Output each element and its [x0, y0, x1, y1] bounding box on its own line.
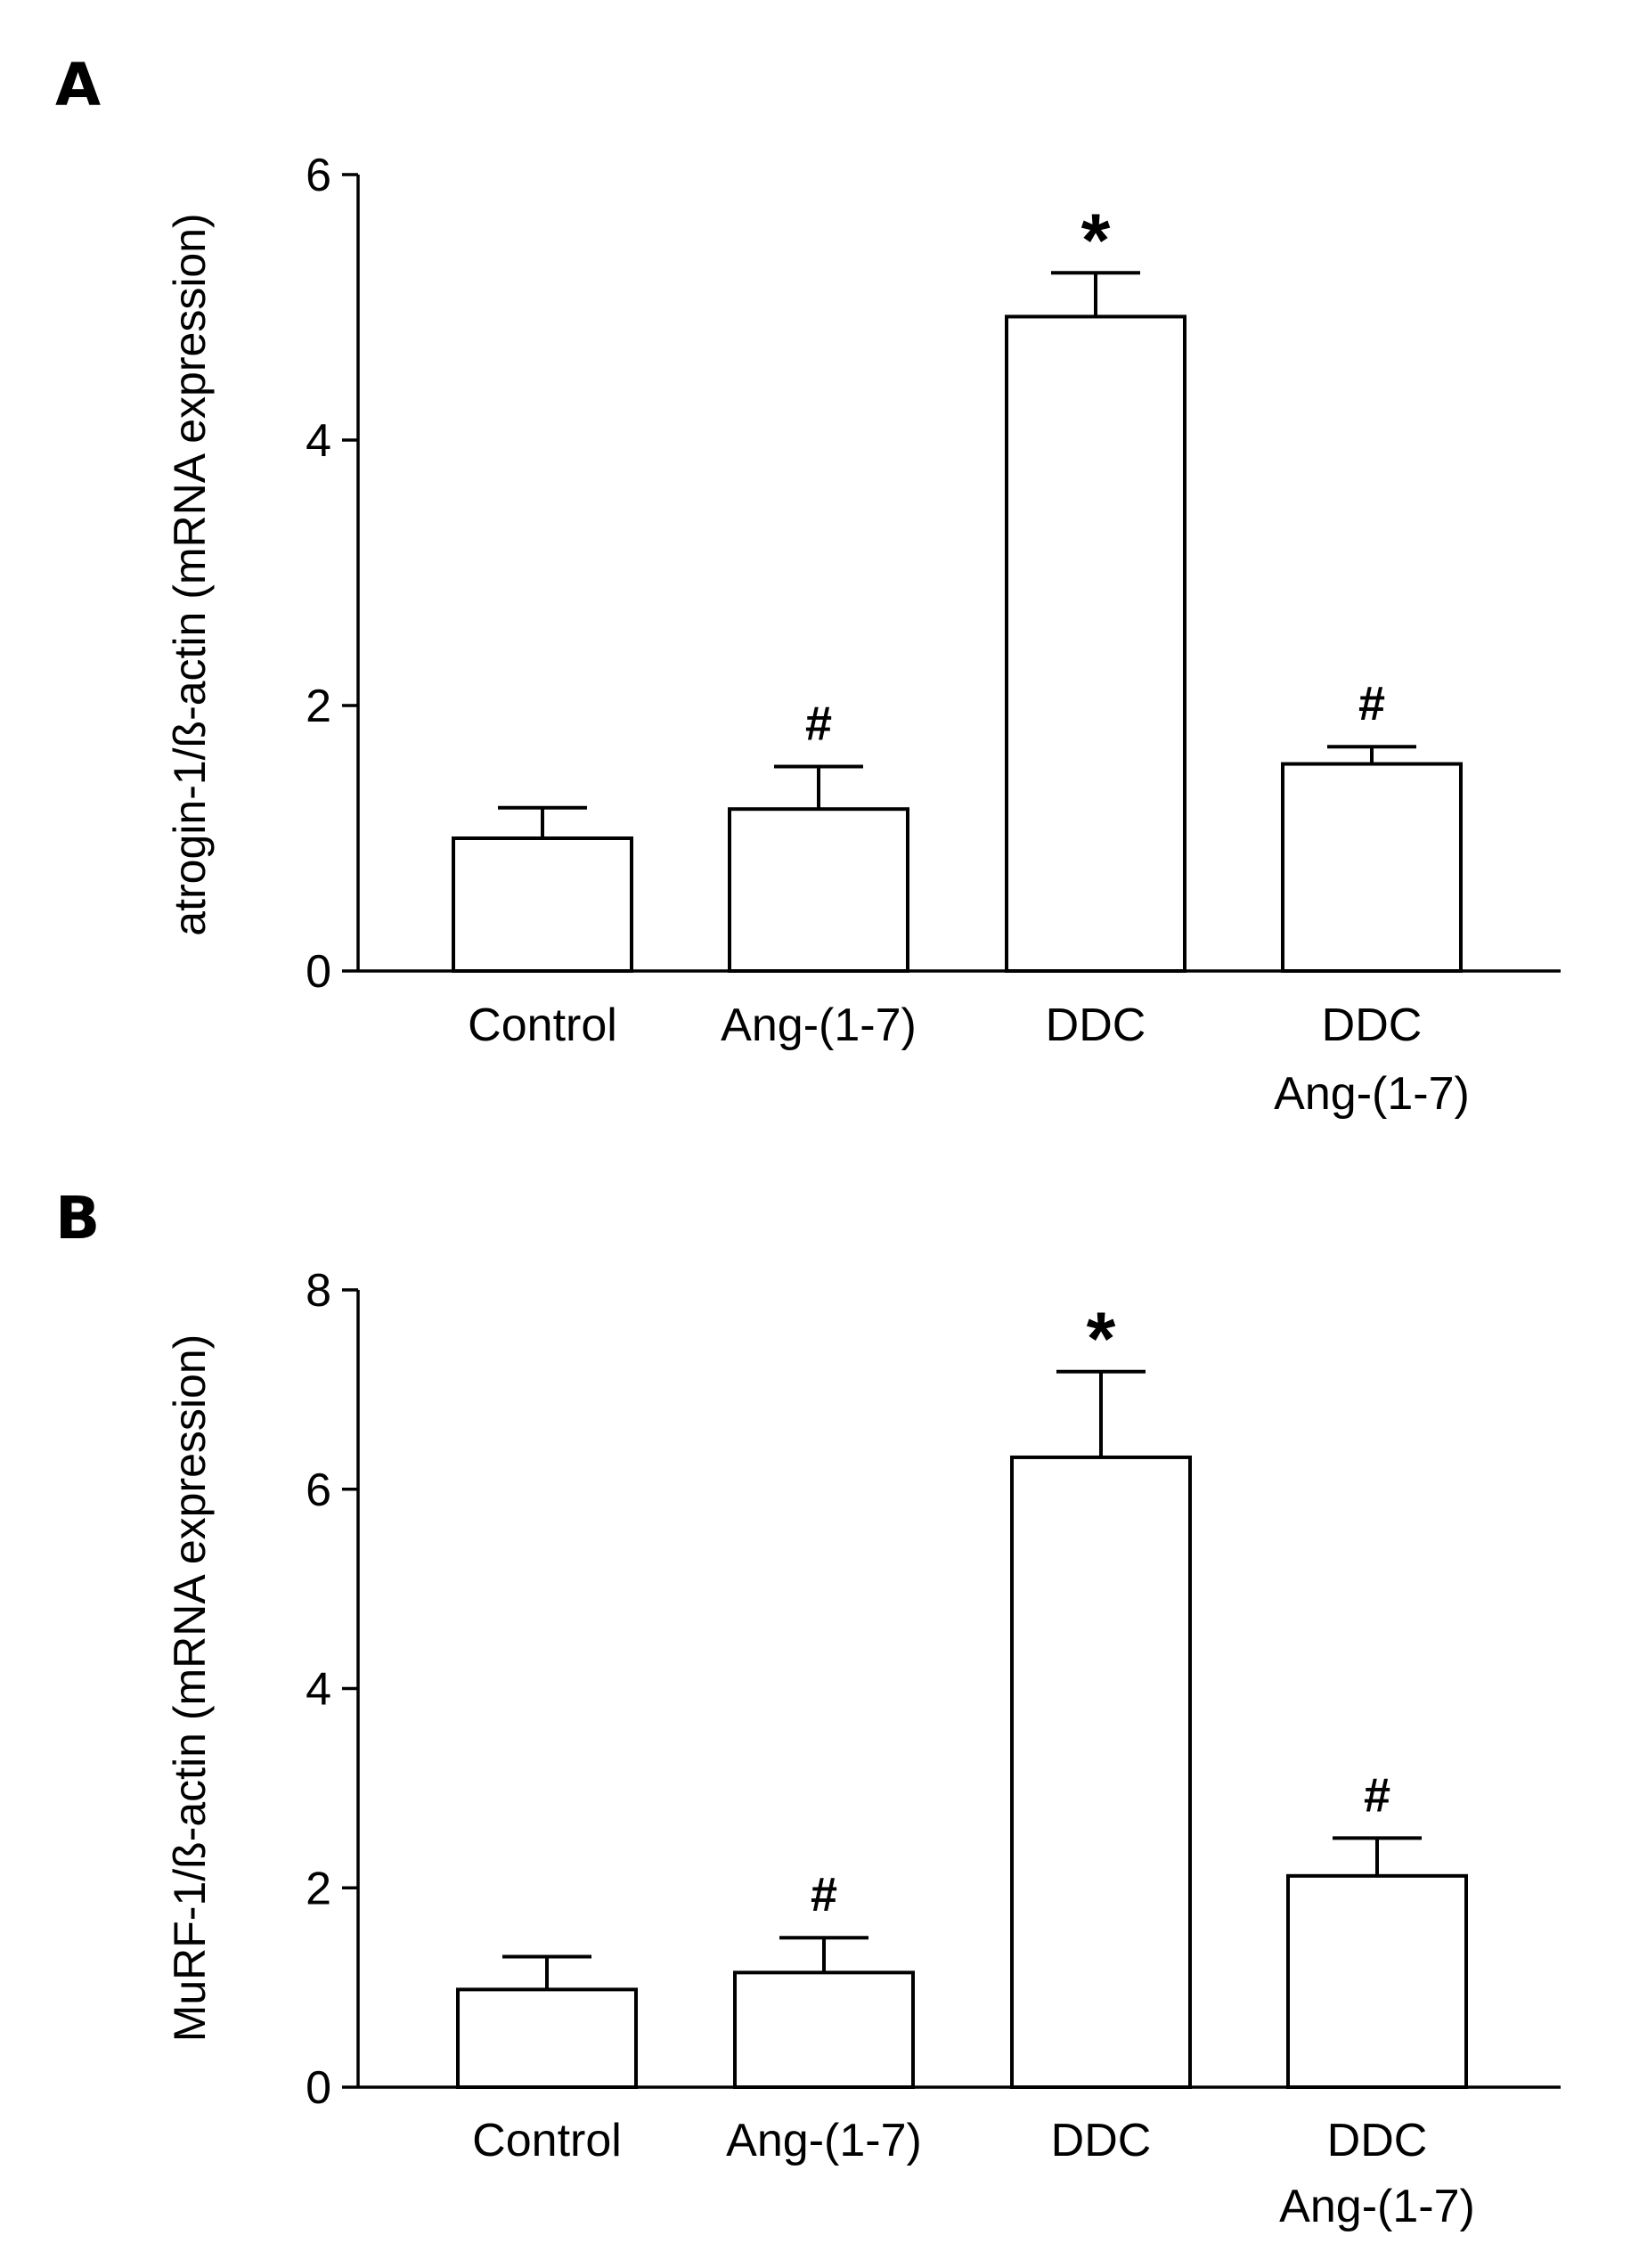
chart-panel-b: B 0 2 4 6 8 MuRF-1/ß-actin (mRNA expression) Co… [55, 1184, 1561, 2232]
y-tick-label: 2 [306, 681, 331, 732]
bar [1010, 1455, 1192, 2089]
category-label: DDC [1046, 999, 1146, 1051]
category-label: DDC [1327, 2115, 1428, 2166]
category-label: Control [468, 999, 617, 1051]
bar [1281, 762, 1463, 973]
bar [728, 807, 909, 973]
panel-label: B [55, 1184, 100, 1252]
y-tick-label: 6 [306, 1464, 331, 1516]
category-label: Ang-(1-7) [721, 999, 917, 1051]
significance-asterisk: * [1081, 198, 1111, 281]
category-label: Ang-(1-7) [1279, 2181, 1475, 2232]
category-label: DDC [1051, 2115, 1152, 2166]
y-tick-label: 8 [306, 1265, 331, 1317]
bar [456, 1987, 638, 2090]
significance-hash: # [805, 698, 832, 751]
y-axis-title: MuRF-1/ß-actin (mRNA expression) [165, 1334, 215, 2043]
y-tick-label: 2 [306, 1863, 331, 1914]
chart-panel-a: A 0 2 4 6 atrogin-1/ß-actin (mRNA expression)… [55, 51, 1561, 1120]
significance-hash: # [1358, 677, 1385, 730]
bar [733, 1970, 915, 2089]
y-tick-label: 0 [306, 2062, 331, 2114]
category-label: Ang-(1-7) [1274, 1068, 1470, 1120]
bar [1286, 1873, 1468, 2089]
y-tick-label: 4 [306, 1664, 331, 1716]
significance-hash: # [811, 1868, 837, 1921]
category-label: DDC [1322, 999, 1423, 1051]
y-tick-label: 4 [306, 415, 331, 467]
y-axis-title: atrogin-1/ß-actin (mRNA expression) [165, 213, 215, 935]
panel-label: A [55, 51, 101, 119]
bar [452, 836, 633, 973]
y-tick-label: 0 [306, 946, 331, 998]
bar [1005, 314, 1186, 973]
y-tick-label: 6 [306, 150, 331, 201]
category-label: Control [472, 2115, 622, 2166]
category-label: Ang-(1-7) [726, 2115, 922, 2166]
significance-hash: # [1364, 1768, 1390, 1822]
significance-asterisk: * [1087, 1297, 1116, 1381]
